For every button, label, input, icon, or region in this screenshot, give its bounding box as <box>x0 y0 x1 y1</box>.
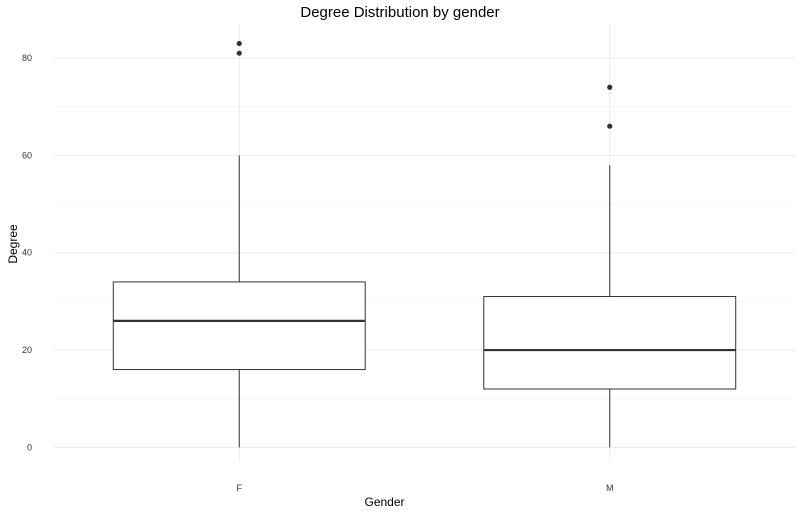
box-group-F <box>112 40 366 448</box>
x-axis-title: Gender <box>364 495 404 509</box>
x-tick-label: M <box>606 483 614 493</box>
y-tick-label: 80 <box>22 53 32 63</box>
outlier-point <box>607 84 613 90</box>
outlier-point <box>607 123 613 129</box>
y-tick-label: 20 <box>22 345 32 355</box>
chart-title: Degree Distribution by gender <box>300 4 500 21</box>
box-group-M <box>483 84 737 448</box>
y-tick-label: 40 <box>22 248 32 258</box>
x-tick-label: F <box>237 483 243 493</box>
outlier-point <box>236 40 242 47</box>
y-tick-label: 60 <box>22 150 32 160</box>
outlier-point <box>236 50 242 56</box>
box-iqr <box>483 296 737 390</box>
box-iqr <box>112 281 366 371</box>
y-axis-title: Degree <box>6 224 20 264</box>
y-tick-label: 0 <box>27 442 32 452</box>
